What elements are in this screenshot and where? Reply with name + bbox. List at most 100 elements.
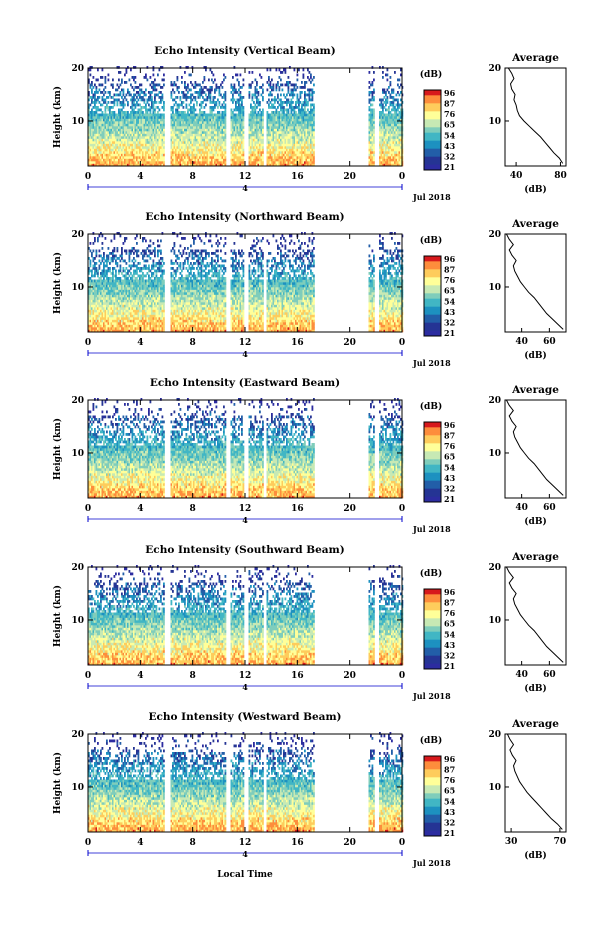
colorbar-swatch bbox=[424, 124, 441, 128]
heatmap-cell bbox=[292, 327, 294, 330]
heatmap-cell bbox=[128, 161, 131, 164]
heatmap-cell bbox=[302, 138, 305, 142]
heatmap-cell bbox=[308, 163, 311, 167]
heatmap-cell bbox=[151, 138, 153, 142]
heatmap-cell bbox=[215, 131, 218, 134]
heatmap-cell bbox=[286, 108, 288, 112]
heatmap-cell bbox=[136, 103, 138, 107]
heatmap-cell bbox=[148, 98, 150, 102]
heatmap-cell bbox=[101, 118, 104, 122]
heatmap-cell bbox=[368, 133, 371, 137]
heatmap-cell bbox=[313, 126, 315, 129]
heatmap-cell bbox=[370, 163, 372, 167]
heatmap-cell bbox=[202, 126, 204, 129]
heatmap-cell bbox=[157, 141, 159, 144]
heatmap-cell bbox=[151, 327, 153, 330]
heatmap-cell bbox=[278, 161, 281, 164]
heatmap-cell bbox=[223, 163, 225, 167]
heatmap-cell bbox=[313, 136, 315, 139]
heatmap-cell bbox=[173, 327, 176, 330]
heatmap-cell bbox=[89, 158, 92, 162]
heatmap-cell bbox=[395, 329, 398, 333]
heatmap-cell bbox=[218, 101, 221, 104]
heatmap-cell bbox=[262, 96, 264, 99]
heatmap-cell bbox=[295, 131, 297, 134]
heatmap-cell bbox=[217, 329, 219, 333]
heatmap-cell bbox=[91, 146, 93, 149]
heatmap-cell bbox=[140, 133, 143, 137]
heatmap-cell bbox=[92, 158, 95, 162]
heatmap-cell bbox=[272, 126, 275, 129]
heatmap-cell bbox=[215, 138, 218, 142]
heatmap-cell bbox=[284, 143, 287, 147]
heatmap-cell bbox=[121, 121, 123, 124]
heatmap-cell bbox=[370, 118, 372, 122]
heatmap-cell bbox=[220, 158, 222, 162]
heatmap-cell bbox=[113, 101, 116, 104]
heatmap-cell bbox=[302, 118, 305, 122]
heatmap-cell bbox=[224, 153, 227, 157]
heatmap-cell bbox=[395, 143, 398, 147]
heatmap-cell bbox=[127, 163, 129, 167]
heatmap-cell bbox=[131, 113, 134, 117]
heatmap-cell bbox=[296, 126, 299, 129]
heatmap-cell bbox=[368, 138, 371, 142]
heatmap-cell bbox=[269, 126, 272, 129]
heatmap-cell bbox=[107, 123, 110, 127]
heatmap-cell bbox=[232, 329, 234, 333]
heatmap-cell bbox=[161, 138, 164, 142]
heatmap-cell bbox=[196, 146, 198, 149]
heatmap-cell bbox=[289, 106, 291, 109]
heatmap-cell bbox=[176, 113, 179, 117]
heatmap-cell bbox=[253, 161, 255, 164]
heatmap-cell bbox=[389, 161, 392, 164]
heatmap-cell bbox=[301, 163, 303, 167]
heatmap-cell bbox=[154, 108, 156, 112]
heatmap-cell bbox=[116, 324, 119, 328]
heatmap-cell bbox=[208, 78, 210, 82]
colorbar-swatch bbox=[424, 114, 441, 118]
heatmap-cell bbox=[89, 116, 92, 119]
heatmap-cell bbox=[275, 153, 278, 157]
heatmap-cell bbox=[368, 143, 371, 147]
heatmap-cell bbox=[109, 161, 111, 164]
heatmap-cell bbox=[280, 151, 282, 154]
heatmap-cell bbox=[388, 123, 390, 127]
heatmap-cell bbox=[172, 136, 174, 139]
heatmap-cell bbox=[199, 116, 201, 119]
heatmap-cell bbox=[197, 163, 200, 167]
heatmap-cell bbox=[269, 131, 272, 134]
heatmap-cell bbox=[211, 327, 213, 330]
heatmap-cell bbox=[299, 116, 302, 119]
heatmap-cell bbox=[241, 141, 243, 144]
heatmap-cell bbox=[145, 106, 147, 109]
heatmap-cell bbox=[112, 156, 114, 159]
heatmap-cell bbox=[97, 156, 99, 159]
heatmap-cell bbox=[211, 141, 213, 144]
heatmap-cell bbox=[224, 121, 227, 124]
heatmap-cell bbox=[296, 158, 299, 162]
colorbar-swatch bbox=[424, 135, 441, 139]
heatmap-cell bbox=[130, 123, 132, 127]
heatmap-cell bbox=[172, 158, 174, 162]
heatmap-cell bbox=[101, 98, 104, 102]
heatmap-cell bbox=[304, 98, 306, 102]
heatmap-cell bbox=[217, 133, 219, 137]
heatmap-cell bbox=[160, 156, 162, 159]
heatmap-cell bbox=[398, 138, 401, 142]
heatmap-cell bbox=[242, 133, 245, 137]
heatmap-cell bbox=[283, 116, 285, 119]
heatmap-cell bbox=[371, 93, 374, 97]
heatmap-cell bbox=[137, 91, 140, 94]
heatmap-cell bbox=[194, 131, 197, 134]
heatmap-cell bbox=[296, 141, 299, 144]
heatmap-cell bbox=[259, 161, 261, 164]
heatmap-cell bbox=[127, 148, 129, 152]
heatmap-cell bbox=[239, 327, 242, 330]
heatmap-cell bbox=[260, 136, 263, 139]
heatmap-cell bbox=[286, 116, 288, 119]
heatmap-cell bbox=[104, 128, 107, 132]
heatmap-cell bbox=[400, 83, 402, 87]
heatmap-cell bbox=[100, 143, 102, 147]
heatmap-cell bbox=[214, 163, 216, 167]
